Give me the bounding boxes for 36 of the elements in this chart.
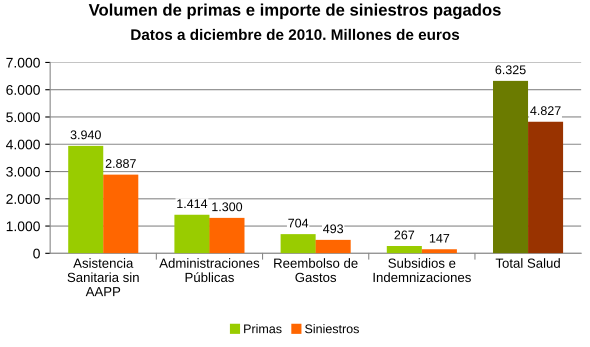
- legend-label: Siniestros: [305, 324, 359, 334]
- data-label: 704: [288, 218, 308, 228]
- x-tick-label: Administraciones Públicas: [159, 258, 260, 282]
- x-tick-label: Reembolso de Gastos: [274, 258, 358, 282]
- legend-label: Primas: [244, 324, 282, 334]
- bar: [174, 214, 210, 254]
- y-tick-label: 5.000: [6, 112, 40, 122]
- y-tick-label: 2.000: [6, 194, 40, 204]
- bar: [103, 174, 138, 254]
- bar: [209, 218, 244, 254]
- y-tick-label: 3.000: [6, 166, 40, 177]
- data-label: 3.940: [70, 130, 101, 140]
- chart-title: Volumen de primas e importe de siniestros pagados: [88, 4, 501, 20]
- y-tick-label: 4.000: [6, 140, 40, 150]
- bar: [386, 246, 422, 254]
- data-label: 267: [394, 230, 414, 240]
- data-label: 493: [323, 224, 344, 234]
- bar: [280, 234, 316, 254]
- y-tick-label: 7.000: [6, 58, 40, 68]
- bar: [68, 146, 104, 254]
- y-tick-label: 0: [33, 248, 40, 258]
- data-label: 1.300: [212, 202, 242, 212]
- data-label: 1.414: [177, 199, 208, 208]
- y-tick-label: 6.000: [6, 85, 40, 95]
- x-tick-label: Total Salud: [496, 258, 560, 268]
- y-tick-label: 1.000: [6, 221, 40, 232]
- data-label: 2.887: [106, 159, 136, 168]
- bar: [493, 80, 528, 254]
- x-tick-label: Subsidios e Indemnizaciones: [374, 258, 471, 282]
- data-label: 4.827: [530, 106, 561, 116]
- data-label: 6.325: [496, 65, 526, 74]
- x-tick-label: Asistencia Sanitaria sin AAPP: [68, 258, 139, 296]
- data-label: 147: [430, 234, 450, 243]
- bar: [316, 240, 351, 254]
- bar: [528, 122, 564, 254]
- chart-subtitle: Datos a diciembre de 2010. Millones de euros: [131, 28, 460, 40]
